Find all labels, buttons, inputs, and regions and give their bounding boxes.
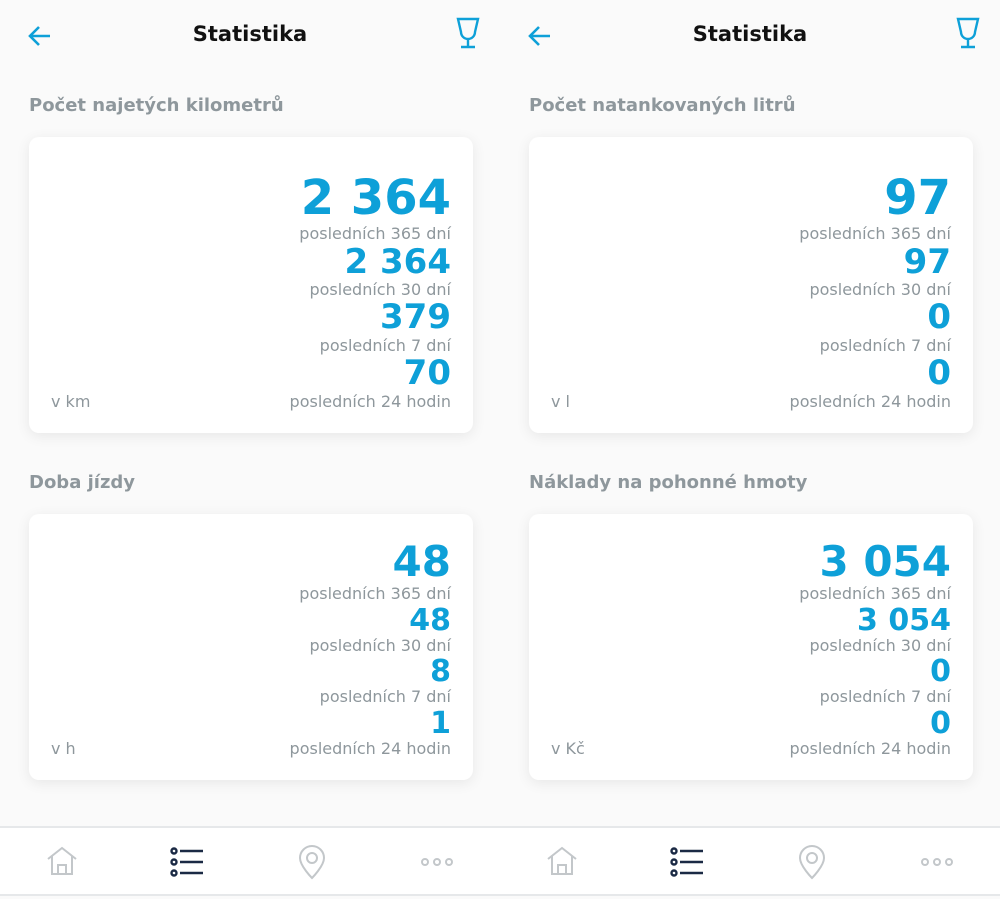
location-pin-icon [794, 845, 830, 884]
stat-value: 97 [903, 241, 951, 282]
stat-list: 48 posledních 365 dní 48 posledních 30 d… [290, 539, 451, 758]
stat-row: 48 posledních 30 dní [309, 604, 451, 655]
stat-period-label: posledních 365 dní [299, 224, 451, 244]
stat-period-label: posledních 30 dní [309, 635, 451, 655]
stat-row: 0 posledních 24 hodin [790, 707, 951, 758]
arrow-left-icon[interactable] [26, 22, 54, 50]
stat-card: 97 posledních 365 dní 97 posledních 30 d… [529, 137, 973, 433]
nav-item-list[interactable] [169, 844, 205, 880]
stat-period-label: posledních 7 dní [819, 687, 951, 707]
list-icon [169, 847, 205, 884]
unit-label: v Kč [551, 738, 585, 758]
nav-item-list[interactable] [669, 844, 705, 880]
stat-value: 3 054 [819, 537, 951, 587]
app-header: Statistika [0, 0, 500, 72]
stat-row: 0 posledních 24 hodin [789, 353, 951, 411]
stat-row: 379 posledních 7 dní [320, 299, 451, 355]
stat-row: 3 054 posledních 365 dní [799, 539, 951, 604]
stat-row: 1 posledních 24 hodin [290, 707, 451, 758]
stat-list: 3 054 posledních 365 dní 3 054 posledníc… [790, 539, 951, 758]
stat-row: 97 posledních 30 dní [809, 241, 951, 300]
page-title: Statistika [692, 22, 808, 46]
stat-value: 2 364 [300, 170, 451, 227]
stat-list: 2 364 posledních 365 dní 2 364 posledníc… [290, 172, 451, 411]
stat-value: 379 [380, 297, 451, 338]
stat-period-label: posledních 24 hodin [289, 391, 451, 411]
stat-row: 70 posledních 24 hodin [289, 353, 451, 411]
nav-item-home[interactable] [544, 844, 580, 880]
glass-icon[interactable] [455, 16, 481, 50]
nav-item-more[interactable] [919, 844, 955, 880]
stat-card: 48 posledních 365 dní 48 posledních 30 d… [29, 514, 473, 780]
section-title: Doba jízdy [29, 472, 136, 493]
stat-period-label: posledních 30 dní [809, 280, 951, 300]
stat-period-label: posledních 365 dní [799, 224, 951, 244]
bottom-nav [0, 826, 500, 896]
stat-value: 1 [430, 705, 451, 741]
stat-value: 0 [927, 297, 951, 338]
stat-value: 0 [930, 705, 951, 741]
app-header: Statistika [500, 0, 1000, 72]
home-icon [544, 846, 580, 884]
home-icon [44, 846, 80, 884]
more-icon [919, 858, 955, 884]
bottom-nav [500, 826, 1000, 896]
statistics-screen: Statistika Počet natankovaných litrů 97 … [500, 0, 1000, 899]
stat-value: 48 [409, 602, 451, 638]
stat-row: 3 054 posledních 30 dní [809, 604, 951, 655]
nav-item-home[interactable] [44, 844, 80, 880]
section-title: Počet najetých kilometrů [29, 95, 284, 116]
stat-period-label: posledních 7 dní [319, 335, 451, 355]
stat-value: 3 054 [857, 602, 951, 638]
stat-value: 97 [884, 170, 951, 227]
stat-period-label: posledních 365 dní [299, 584, 451, 604]
stat-value: 0 [930, 654, 951, 690]
stat-value: 2 364 [344, 241, 451, 282]
location-pin-icon [294, 845, 330, 884]
page-title: Statistika [192, 22, 308, 46]
list-icon [669, 847, 705, 884]
nav-item-more[interactable] [419, 844, 455, 880]
section-title: Počet natankovaných litrů [529, 95, 796, 116]
glass-icon[interactable] [955, 16, 981, 50]
stat-row: 97 posledních 365 dní [799, 172, 951, 243]
stat-period-label: posledních 30 dní [309, 280, 451, 300]
unit-label: v l [551, 391, 570, 411]
more-icon [419, 858, 455, 884]
stat-period-label: posledních 24 hodin [789, 738, 951, 758]
stat-value: 70 [403, 353, 451, 394]
stat-period-label: posledních 7 dní [819, 335, 951, 355]
stat-value: 48 [392, 537, 451, 587]
stat-row: 2 364 posledních 30 dní [309, 241, 451, 300]
stat-row: 2 364 posledních 365 dní [299, 172, 451, 243]
stat-row: 0 posledních 7 dní [820, 299, 951, 355]
stat-period-label: posledních 30 dní [809, 635, 951, 655]
stat-period-label: posledních 7 dní [319, 687, 451, 707]
stat-list: 97 posledních 365 dní 97 posledních 30 d… [790, 172, 951, 411]
stat-value: 8 [430, 654, 451, 690]
stat-card: 3 054 posledních 365 dní 3 054 posledníc… [529, 514, 973, 780]
nav-item-location-pin[interactable] [794, 844, 830, 880]
section-title: Náklady na pohonné hmoty [529, 472, 808, 493]
unit-label: v h [51, 738, 76, 758]
stat-period-label: posledních 24 hodin [789, 391, 951, 411]
stat-row: 0 posledních 7 dní [820, 655, 951, 706]
stat-value: 0 [927, 353, 951, 394]
arrow-left-icon[interactable] [526, 22, 554, 50]
stat-row: 48 posledních 365 dní [299, 539, 451, 604]
nav-item-location-pin[interactable] [294, 844, 330, 880]
stat-period-label: posledních 365 dní [799, 584, 951, 604]
statistics-screen: Statistika Počet najetých kilometrů 2 36… [0, 0, 500, 896]
unit-label: v km [51, 391, 91, 411]
stat-period-label: posledních 24 hodin [289, 738, 451, 758]
stat-row: 8 posledních 7 dní [320, 655, 451, 706]
stat-card: 2 364 posledních 365 dní 2 364 posledníc… [29, 137, 473, 433]
